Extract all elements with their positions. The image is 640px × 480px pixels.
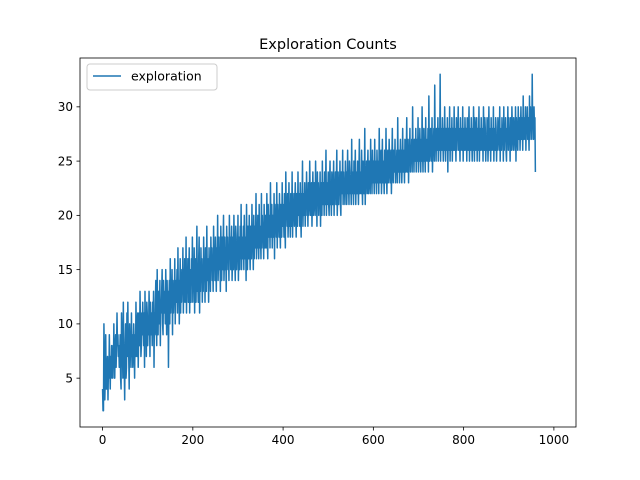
x-tick-label-4: 800 (452, 433, 475, 447)
x-tick-label-2: 400 (272, 433, 295, 447)
y-tick-label-3: 20 (58, 209, 73, 223)
plot-area (101, 73, 537, 412)
legend-box (86, 63, 218, 91)
legend: exploration (86, 63, 218, 91)
y-tick-label-2: 15 (58, 263, 73, 277)
series-line-0 (101, 73, 537, 412)
axes-frame (79, 57, 577, 428)
y-tick-label-5: 30 (58, 100, 73, 114)
axes: 0 200 400 600 800 1000 5 10 15 20 25 30 (58, 57, 577, 447)
y-tick-label-1: 10 (58, 317, 73, 331)
x-tick-label-0: 0 (99, 433, 107, 447)
chart-title: Exploration Counts (259, 37, 397, 53)
x-tick-label-3: 600 (362, 433, 385, 447)
y-tick-label-0: 5 (65, 371, 73, 385)
x-tick-label-1: 200 (181, 433, 204, 447)
y-tick-label-4: 25 (58, 154, 73, 168)
x-tick-label-5: 1000 (539, 433, 570, 447)
legend-label-exploration: exploration (131, 69, 202, 84)
